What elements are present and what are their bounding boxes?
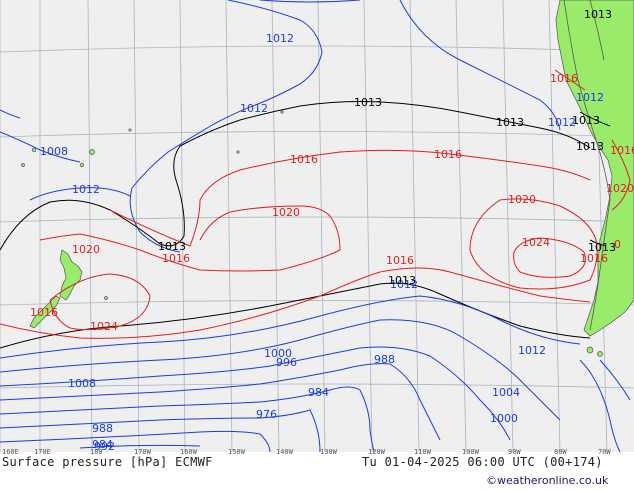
isobar-label-r1020-c: 1020 [72, 243, 100, 256]
longitude-ticks: 160E 170E 180 170W 160W 150W 140W 130W 120W 110W 1… [2, 448, 611, 456]
lon-tick-170w: 170W [134, 448, 152, 456]
coastline [563, 0, 611, 331]
isobar-label-b1012-sa: 1012 [576, 91, 604, 104]
isobar-label-r1016-sa: 1016 [550, 72, 578, 85]
isobar-label-r1016-d: 1016 [386, 254, 414, 267]
isobar-label-r1020-sa: 1020 [606, 182, 634, 195]
lon-tick-90w: 90W [508, 448, 521, 456]
isobar-label-b984: 984 [308, 386, 329, 399]
lon-tick-160e: 160E [2, 448, 19, 456]
isobar-label-r1020-edge: 0 [614, 238, 621, 251]
isobar-label-r1020-a: 1020 [272, 206, 300, 219]
graticule [0, 0, 634, 453]
isobar-label-r1016-b: 1016 [434, 148, 462, 161]
isobar-label-r1016-sa2: 1016 [610, 144, 634, 157]
isobar-label-k1013-ne: 1013 [584, 8, 612, 21]
isobar-label-b1012-left: 1012 [72, 183, 100, 196]
map-title: Surface pressure [hPa] ECMWF [2, 455, 213, 469]
isobar-label-b976: 976 [256, 408, 277, 421]
lon-tick-80w: 80W [554, 448, 567, 456]
isobar-label-k1013-right: 1013 [496, 116, 524, 129]
isobar-label-k1013-left: 1013 [158, 240, 186, 253]
isobar-label-k1013-south: 1013 [388, 274, 416, 287]
new-zealand-north [59, 249, 83, 301]
isobar-label-b988: 988 [374, 353, 395, 366]
isobar-labels: 1012101210081012101210121012101210081004… [30, 8, 634, 453]
isobar-label-b996: 996 [276, 356, 297, 369]
isobar-label-b992: 992 [94, 440, 115, 453]
isobar-label-k1013-sa: 1013 [572, 114, 600, 127]
isobars [0, 0, 631, 453]
isobar-label-b988-sw: 988 [92, 422, 113, 435]
new-zealand-south [29, 295, 61, 329]
isobar-label-b1008: 1008 [40, 145, 68, 158]
lon-tick-100w: 100W [462, 448, 480, 456]
isobar-label-b1012-top: 1012 [266, 32, 294, 45]
ocean [0, 0, 634, 452]
isobar-label-b1004: 1004 [492, 386, 520, 399]
lon-tick-150w: 150W [228, 448, 246, 456]
isobar-label-b1012-se: 1012 [518, 344, 546, 357]
isobar-label-b1000: 1000 [264, 347, 292, 360]
isobar-label-r1016-chile: 1016 [580, 252, 608, 265]
lon-tick-120w: 120W [368, 448, 386, 456]
lon-tick-140w: 140W [276, 448, 294, 456]
isobar-label-k1013-sa2: 1013 [576, 140, 604, 153]
lon-tick-170e: 170E [34, 448, 51, 456]
isobar-label-r1024-a: 1024 [90, 320, 118, 333]
isobar-label-b1000-se: 1000 [490, 412, 518, 425]
isobar-label-k1013-chile: 1013 [588, 241, 616, 254]
isobar-label-k1013-top: 1013 [354, 96, 382, 109]
isobar-label-r1016-a: 1016 [290, 153, 318, 166]
isobar-label-r1020-b: 1020 [508, 193, 536, 206]
isobar-label-b984-sw: 984 [92, 438, 113, 451]
isobar-label-r1016-nz: 1016 [30, 306, 58, 319]
credit-link[interactable]: ©weatheronline.co.uk [486, 474, 609, 487]
isobar-label-b1012-right: 1012 [548, 116, 576, 129]
lon-tick-70w: 70W [598, 448, 611, 456]
lon-tick-130w: 130W [320, 448, 338, 456]
isobar-label-r1024-b: 1024 [522, 236, 550, 249]
lon-tick-180: 180 [90, 448, 103, 456]
valid-time: Tu 01-04-2025 06:00 UTC (00+174) [362, 455, 603, 469]
lon-tick-110w: 110W [414, 448, 432, 456]
isobar-label-b1008-south: 1008 [68, 377, 96, 390]
isobar-label-r1016-c: 1016 [162, 252, 190, 265]
lon-tick-160w: 160W [180, 448, 198, 456]
isobar-label-b1012-mid: 1012 [240, 102, 268, 115]
isobar-label-b1012-south: 1012 [390, 278, 418, 291]
